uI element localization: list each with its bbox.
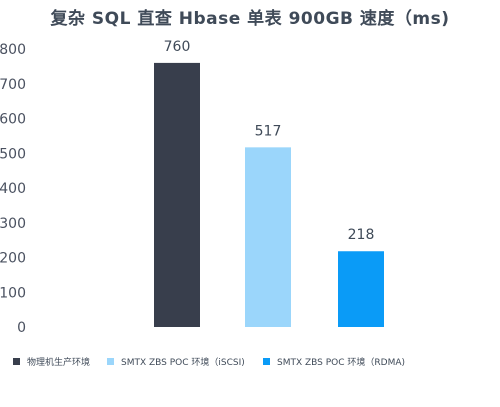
y-tick-label: 500 [0, 146, 26, 162]
data-labels: 760 517 218 [164, 39, 375, 243]
y-tick-label: 100 [0, 285, 26, 301]
bar-2 [245, 147, 291, 327]
y-axis: 0 100 200 300 400 500 600 700 800 [0, 42, 26, 336]
legend-label-1: 物理机生产环境 [27, 356, 90, 368]
y-tick-label: 0 [17, 320, 26, 336]
y-tick-label: 300 [0, 216, 26, 232]
legend-swatch-3 [263, 358, 270, 365]
y-tick-label: 200 [0, 251, 26, 267]
y-tick-label: 800 [0, 42, 26, 58]
bar-3 [338, 251, 384, 327]
bar-1 [154, 62, 200, 328]
y-tick-label: 400 [0, 181, 26, 197]
y-tick-label: 600 [0, 112, 26, 128]
legend-label-3: SMTX ZBS POC 环境（RDMA) [277, 356, 405, 368]
chart-title: 复杂 SQL 直查 Hbase 单表 900GB 速度（ms) [50, 9, 450, 29]
data-label-2: 517 [255, 123, 282, 139]
legend-label-2: SMTX ZBS POC 环境（iSCSI) [121, 356, 245, 368]
legend-swatch-1 [13, 358, 20, 365]
data-label-3: 218 [348, 227, 375, 243]
data-label-1: 760 [164, 39, 191, 55]
legend: 物理机生产环境 SMTX ZBS POC 环境（iSCSI) SMTX ZBS PO… [13, 356, 405, 368]
y-tick-label: 700 [0, 77, 26, 93]
legend-swatch-2 [107, 358, 114, 365]
bars [154, 62, 384, 328]
